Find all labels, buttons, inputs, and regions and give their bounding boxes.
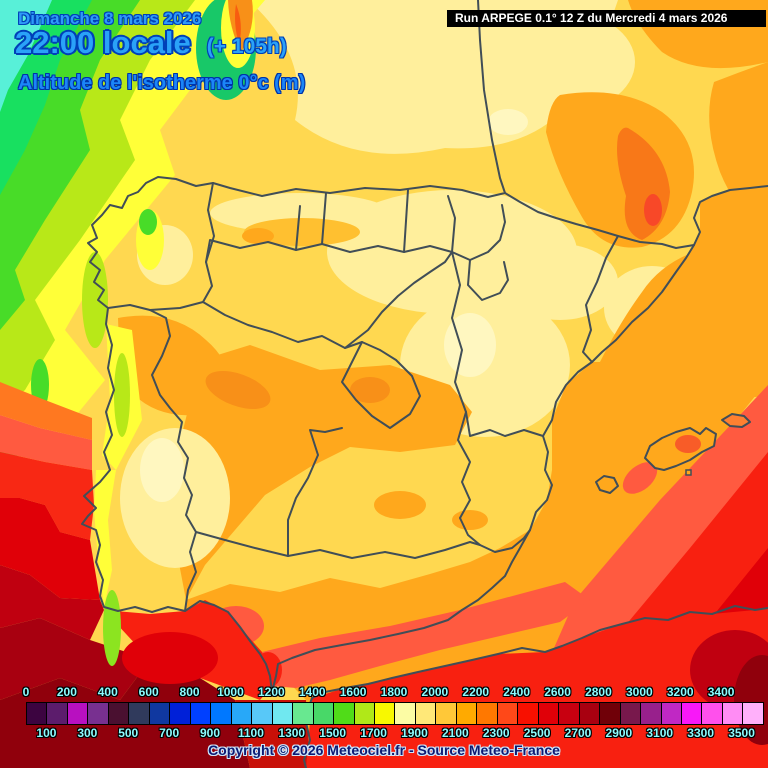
legend-label: 3200 [666,685,694,699]
legend-label: 3000 [625,685,653,699]
legend-label: 1500 [319,726,347,740]
legend-label: 600 [138,685,159,699]
legend-swatch [211,703,232,724]
legend-swatch [661,703,682,724]
legend-swatch [27,703,48,724]
legend-label: 2400 [503,685,531,699]
legend-swatch [129,703,150,724]
legend-label: 1100 [237,726,264,740]
legend-swatch [702,703,723,724]
legend-label: 1400 [298,685,326,699]
legend-label: 2300 [482,726,510,740]
legend-swatch [47,703,68,724]
legend-swatch [354,703,375,724]
legend-label: 0 [22,685,30,699]
legend-label: 1700 [360,726,387,740]
legend-swatch [415,703,437,724]
legend-swatch [620,703,642,724]
legend-swatch [518,703,539,724]
legend-swatch [67,703,89,724]
legend-swatch [190,703,212,724]
legend-swatch [497,703,519,724]
legend-label: 800 [179,685,200,699]
legend-swatch [374,703,396,724]
legend-label: 3400 [707,685,735,699]
legend-label: 2600 [544,685,571,699]
legend-swatch [641,703,662,724]
legend-label: 1200 [257,685,285,699]
forecast-hour-offset: (+ 105h) [206,35,287,58]
legend-label: 2000 [421,685,449,699]
legend-swatch [313,703,335,724]
legend-label: 300 [77,726,98,740]
legend-label: 3100 [646,726,674,740]
legend-swatch [722,703,744,724]
legend-swatch [395,703,416,724]
model-run-bar: Run ARPEGE 0.1° 12 Z du Mercredi 4 mars … [447,10,766,27]
legend-label: 2800 [585,685,612,699]
legend-label: 900 [199,726,221,740]
legend-swatch [149,703,171,724]
legend-swatch [334,703,355,724]
legend-swatch [231,703,253,724]
forecast-date: Dimanche 8 mars 2026 [18,9,202,28]
legend-swatch [293,703,314,724]
legend-swatch [252,703,273,724]
legend-label: 2500 [523,726,551,740]
legend-swatch [538,703,560,724]
legend-label: 3300 [687,726,715,740]
copyright-text: Copyright © 2026 Meteociel.fr - Source M… [208,742,560,758]
legend-label: 200 [56,685,77,699]
legend-swatch [88,703,109,724]
legend-color-bar [26,702,764,725]
legend-bottom-labels: 100 300 500 700 900 1100 1300 1500 1700 1900 2100 2… [0,726,768,740]
legend-label: 100 [36,726,57,740]
legend-label: 2100 [441,726,469,740]
legend-swatch [272,703,294,724]
legend-top-labels: 0 200 400 600 800 1000 1200 1400 1600 1800 2000 220… [0,685,768,699]
legend-label: 500 [118,726,139,740]
legend-label: 2900 [605,726,633,740]
legend-swatch [477,703,498,724]
legend-swatch [559,703,580,724]
legend-label: 2200 [462,685,490,699]
legend-swatch [170,703,191,724]
legend-label: 700 [159,726,180,740]
legend-swatch [579,703,601,724]
legend-label: 1800 [380,685,408,699]
legend-swatch [600,703,621,724]
legend-label: 1900 [401,726,428,740]
legend-label: 1600 [339,685,367,699]
legend-label: 2700 [564,726,592,740]
parameter-title: Altitude de l'isotherme 0°c (m) [18,72,306,94]
legend-label: 1300 [278,726,306,740]
legend-swatch [436,703,457,724]
forecast-time: 22:00 locale [15,25,191,60]
forecast-time-row: 22:00 locale (+ 105h) [15,25,287,61]
legend-swatch [743,703,763,724]
legend-label: 1000 [217,685,244,699]
legend-label: 3500 [728,726,755,740]
legend-swatch [682,703,703,724]
legend-swatch [108,703,130,724]
legend-swatch [456,703,478,724]
legend-label: 400 [97,685,118,699]
